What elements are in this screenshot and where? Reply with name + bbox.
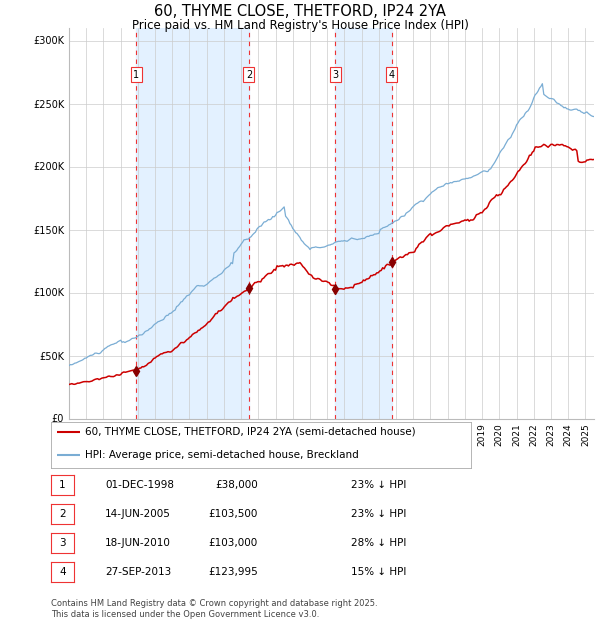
Text: £103,500: £103,500 [209,509,258,519]
Text: 60, THYME CLOSE, THETFORD, IP24 2YA: 60, THYME CLOSE, THETFORD, IP24 2YA [154,4,446,19]
Text: Price paid vs. HM Land Registry's House Price Index (HPI): Price paid vs. HM Land Registry's House … [131,19,469,32]
Text: 27-SEP-2013: 27-SEP-2013 [105,567,171,577]
Text: 60, THYME CLOSE, THETFORD, IP24 2YA (semi-detached house): 60, THYME CLOSE, THETFORD, IP24 2YA (sem… [85,427,415,437]
Text: £103,000: £103,000 [209,538,258,548]
Text: 28% ↓ HPI: 28% ↓ HPI [351,538,406,548]
Text: 23% ↓ HPI: 23% ↓ HPI [351,509,406,519]
Text: 1: 1 [59,480,66,490]
Bar [335,28,392,418]
Text: 14-JUN-2005: 14-JUN-2005 [105,509,171,519]
Text: £38,000: £38,000 [215,480,258,490]
Text: £123,995: £123,995 [208,567,258,577]
Text: 2: 2 [59,509,66,519]
Text: 2: 2 [246,70,252,80]
Text: 01-DEC-1998: 01-DEC-1998 [105,480,174,490]
Text: 4: 4 [59,567,66,577]
Text: 3: 3 [332,70,338,80]
Text: 18-JUN-2010: 18-JUN-2010 [105,538,171,548]
Text: 3: 3 [59,538,66,548]
Text: 4: 4 [389,70,395,80]
Text: HPI: Average price, semi-detached house, Breckland: HPI: Average price, semi-detached house,… [85,450,358,460]
Text: 23% ↓ HPI: 23% ↓ HPI [351,480,406,490]
Text: 1: 1 [133,70,140,80]
Bar [136,28,249,418]
Text: 15% ↓ HPI: 15% ↓ HPI [351,567,406,577]
Text: Contains HM Land Registry data © Crown copyright and database right 2025.
This d: Contains HM Land Registry data © Crown c… [51,600,377,619]
